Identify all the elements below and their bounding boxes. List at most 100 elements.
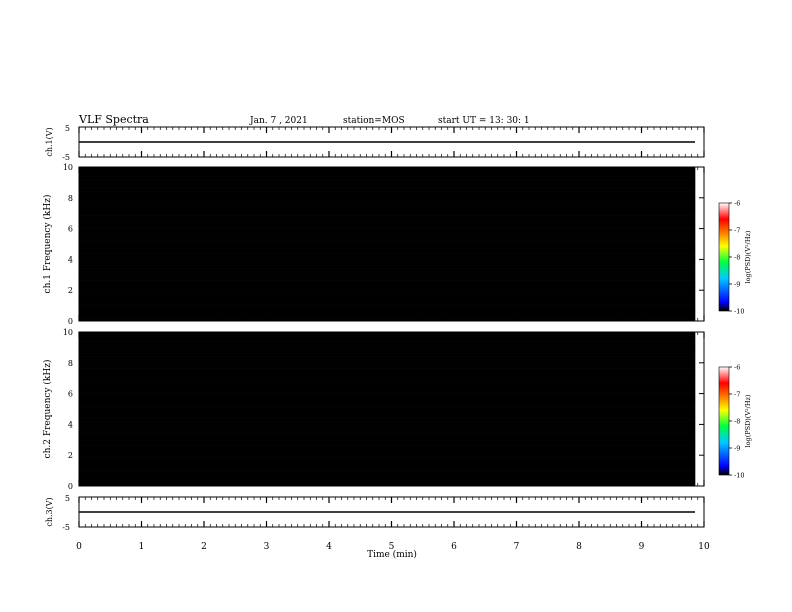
spectrogram-cell bbox=[127, 200, 130, 204]
spectrogram-cell bbox=[81, 275, 84, 278]
spectrogram-cell bbox=[141, 183, 144, 187]
spectrogram-cell bbox=[229, 270, 232, 274]
spectrogram-cell bbox=[107, 299, 110, 303]
spectrogram-cell bbox=[173, 301, 176, 305]
spectrogram-cell bbox=[159, 203, 162, 206]
spectrogram-cell bbox=[141, 215, 144, 218]
spectrogram-cell bbox=[145, 203, 148, 206]
spectrogram-cell bbox=[197, 284, 200, 288]
spectrogram-cell bbox=[131, 229, 134, 233]
spectrogram-cell bbox=[113, 301, 116, 305]
spectrogram-cell bbox=[199, 241, 202, 245]
spectrogram-cell bbox=[135, 316, 138, 319]
spectrogram-cell bbox=[173, 212, 176, 216]
spectrogram-cell bbox=[215, 316, 218, 319]
spectrogram-cell bbox=[153, 181, 156, 185]
spectrogram-cell bbox=[137, 227, 140, 230]
spectrogram-cell bbox=[231, 186, 234, 189]
spectrogram-cell bbox=[205, 277, 208, 281]
spectrogram-cell bbox=[161, 251, 164, 254]
spectrogram-cell bbox=[169, 248, 172, 252]
spectrogram-cell bbox=[143, 263, 146, 266]
spectrogram-cell bbox=[129, 227, 132, 230]
spectrogram-cell bbox=[193, 167, 196, 170]
spectrogram-cell bbox=[193, 195, 196, 199]
spectrogram-cell bbox=[189, 246, 192, 250]
spectrogram-cell bbox=[99, 179, 102, 182]
spectrogram-cell bbox=[133, 229, 136, 233]
spectrogram-cell bbox=[207, 289, 210, 293]
spectrogram-cell bbox=[125, 236, 128, 240]
spectrogram-cell bbox=[161, 167, 164, 170]
spectrogram-cell bbox=[149, 299, 152, 303]
spectrogram-cell bbox=[195, 282, 198, 286]
spectrogram-cell bbox=[131, 207, 134, 211]
spectrogram-cell bbox=[195, 171, 198, 175]
spectrogram-cell bbox=[109, 265, 112, 269]
spectrogram-cell bbox=[81, 212, 84, 216]
spectrogram-cell bbox=[139, 253, 142, 257]
spectrogram-cell bbox=[151, 222, 154, 226]
spectrogram-cell bbox=[125, 280, 128, 283]
spectrogram-cell bbox=[221, 260, 224, 264]
spectrogram-cell bbox=[169, 176, 172, 180]
spectrogram-cell bbox=[93, 227, 96, 230]
spectrogram-cell bbox=[147, 210, 150, 214]
spectrogram-cell bbox=[149, 169, 152, 173]
spectrogram-cell bbox=[207, 275, 210, 278]
spectrogram-cell bbox=[197, 231, 200, 235]
spectrogram-cell bbox=[133, 215, 136, 218]
spectrogram-cell bbox=[159, 304, 162, 307]
spectrogram-cell bbox=[169, 203, 172, 206]
spectrogram-cell bbox=[127, 292, 130, 295]
spectrogram-cell bbox=[93, 215, 96, 218]
spectrogram-cell bbox=[229, 193, 232, 197]
spectrogram-cell bbox=[225, 296, 228, 300]
spectrogram-cell bbox=[149, 304, 152, 307]
spectrogram-cell bbox=[87, 287, 90, 291]
spectrogram-cell bbox=[205, 198, 208, 201]
spectrogram-cell bbox=[115, 210, 118, 214]
spectrogram-cell bbox=[123, 210, 126, 214]
spectrogram-cell bbox=[115, 215, 118, 218]
spectrogram-cell bbox=[177, 268, 180, 271]
spectrogram-cell bbox=[97, 236, 100, 240]
spectrogram-cell bbox=[171, 212, 174, 216]
spectrogram-cell bbox=[99, 193, 102, 197]
spectrogram-cell bbox=[155, 229, 158, 233]
spectrogram-cell bbox=[111, 272, 114, 276]
spectrogram-cell bbox=[95, 282, 98, 286]
spectrogram-cell bbox=[101, 179, 104, 182]
spectrogram-cell bbox=[151, 284, 154, 288]
spectrogram-cell bbox=[101, 287, 104, 291]
spectrogram-cell bbox=[145, 260, 148, 264]
spectrogram-cell bbox=[79, 181, 82, 185]
spectrogram-cell bbox=[223, 176, 226, 180]
spectrogram-cell bbox=[219, 181, 222, 185]
spectrogram-cell bbox=[137, 316, 140, 319]
spectrogram-cell bbox=[153, 217, 156, 221]
spectrogram-cell bbox=[149, 171, 152, 175]
spectrogram-cell bbox=[109, 188, 112, 192]
spectrogram-cell bbox=[177, 183, 180, 187]
spectrogram-cell bbox=[175, 248, 178, 252]
spectrogram-cell bbox=[91, 181, 94, 185]
spectrogram-cell bbox=[197, 207, 200, 211]
spectrogram-cell bbox=[179, 284, 182, 288]
spectrogram-cell bbox=[163, 306, 166, 310]
spectrogram-cell bbox=[165, 236, 168, 240]
spectrogram-cell bbox=[97, 308, 100, 312]
spectrogram-cell bbox=[125, 210, 128, 214]
spectrogram-cell bbox=[217, 231, 220, 235]
spectrogram-cell bbox=[159, 195, 162, 199]
spectrogram-cell bbox=[111, 304, 114, 307]
spectrogram-cell bbox=[219, 200, 222, 204]
spectrogram-cell bbox=[161, 275, 164, 278]
spectrogram-cell bbox=[173, 272, 176, 276]
spectrogram-cell bbox=[133, 265, 136, 269]
spectrogram-cell bbox=[159, 256, 162, 259]
spectrogram-cell bbox=[103, 183, 106, 187]
spectrogram-cell bbox=[205, 171, 208, 175]
spectrogram-cell bbox=[211, 179, 214, 182]
spectrogram-cell bbox=[139, 275, 142, 278]
